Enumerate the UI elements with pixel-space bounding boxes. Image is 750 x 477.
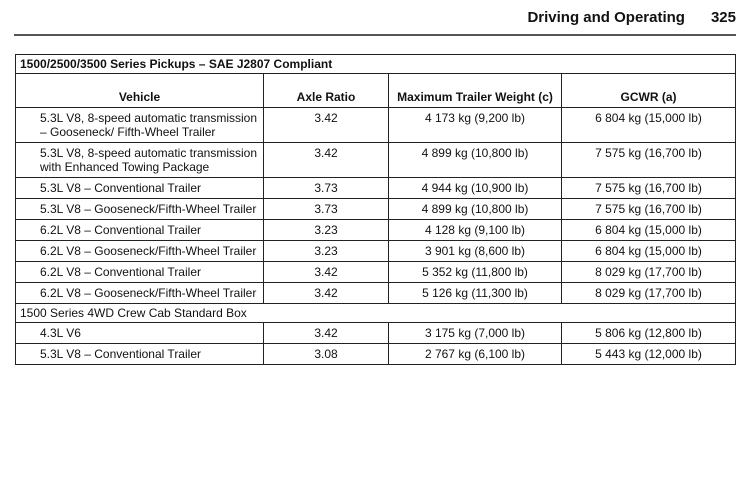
max-trailer-weight-cell: 2 767 kg (6,100 lb) bbox=[388, 343, 562, 365]
max-trailer-weight-cell: 5 352 kg (11,800 lb) bbox=[388, 261, 562, 283]
section-title: Driving and Operating bbox=[527, 9, 685, 26]
column-header-gcwr: GCWR (a) bbox=[561, 73, 736, 108]
max-trailer-weight-cell: 4 899 kg (10,800 lb) bbox=[388, 142, 562, 178]
vehicle-cell: 5.3L V8 – Conventional Trailer bbox=[15, 343, 264, 365]
table-row: 5.3L V8 – Gooseneck/Fifth-Wheel Trailer 3… bbox=[15, 198, 736, 220]
table-row: 5.3L V8, 8-speed automatic transmission … bbox=[15, 142, 736, 178]
max-trailer-weight-cell: 4 899 kg (10,800 lb) bbox=[388, 198, 562, 220]
axle-ratio-cell: 3.73 bbox=[263, 177, 389, 199]
gcwr-cell: 8 029 kg (17,700 lb) bbox=[561, 282, 736, 304]
table-body: 1500/2500/3500 Series Pickups – SAE J280… bbox=[15, 54, 736, 365]
gcwr-cell: 6 804 kg (15,000 lb) bbox=[561, 240, 736, 262]
table-row: 6.2L V8 – Conventional Trailer 3.23 4 128 … bbox=[15, 219, 736, 241]
table-row: 6.2L V8 – Gooseneck/Fifth-Wheel Trailer 3… bbox=[15, 240, 736, 262]
axle-ratio-cell: 3.08 bbox=[263, 343, 389, 365]
column-header-max-trailer-weight: Maximum Trailer Weight (c) bbox=[388, 73, 562, 108]
axle-ratio-cell: 3.42 bbox=[263, 107, 389, 143]
group-label: 1500 Series 4WD Crew Cab Standard Box bbox=[15, 303, 736, 323]
axle-ratio-cell: 3.42 bbox=[263, 282, 389, 304]
page-number: 325 bbox=[710, 9, 736, 26]
max-trailer-weight-cell: 4 944 kg (10,900 lb) bbox=[388, 177, 562, 199]
group-label-row: 1500 Series 4WD Crew Cab Standard Box bbox=[15, 303, 736, 323]
vehicle-cell: 6.2L V8 – Gooseneck/Fifth-Wheel Trailer bbox=[15, 282, 264, 304]
axle-ratio-cell: 3.73 bbox=[263, 198, 389, 220]
gcwr-cell: 6 804 kg (15,000 lb) bbox=[561, 219, 736, 241]
gcwr-cell: 7 575 kg (16,700 lb) bbox=[561, 198, 736, 220]
column-header-vehicle: Vehicle bbox=[15, 73, 264, 108]
gcwr-cell: 8 029 kg (17,700 lb) bbox=[561, 261, 736, 283]
gcwr-cell: 7 575 kg (16,700 lb) bbox=[561, 177, 736, 199]
table-row: 6.2L V8 – Gooseneck/Fifth-Wheel Trailer 3… bbox=[15, 282, 736, 304]
max-trailer-weight-cell: 4 128 kg (9,100 lb) bbox=[388, 219, 562, 241]
table-row: 5.3L V8 – Conventional Trailer 3.08 2 767 … bbox=[15, 343, 736, 365]
column-header-row: Vehicle Axle Ratio Maximum Trailer Weigh… bbox=[15, 73, 736, 108]
towing-spec-table: 1500/2500/3500 Series Pickups – SAE J280… bbox=[15, 54, 736, 365]
vehicle-cell: 6.2L V8 – Conventional Trailer bbox=[15, 261, 264, 283]
vehicle-cell: 4.3L V6 bbox=[15, 322, 264, 344]
axle-ratio-cell: 3.42 bbox=[263, 142, 389, 178]
axle-ratio-cell: 3.42 bbox=[263, 261, 389, 283]
page-header: Driving and Operating 325 bbox=[527, 9, 736, 29]
vehicle-cell: 5.3L V8 – Gooseneck/Fifth-Wheel Trailer bbox=[15, 198, 264, 220]
table-title-row: 1500/2500/3500 Series Pickups – SAE J280… bbox=[15, 54, 736, 74]
gcwr-cell: 7 575 kg (16,700 lb) bbox=[561, 142, 736, 178]
vehicle-cell: 6.2L V8 – Gooseneck/Fifth-Wheel Trailer bbox=[15, 240, 264, 262]
table-row: 6.2L V8 – Conventional Trailer 3.42 5 352 … bbox=[15, 261, 736, 283]
table-row: 5.3L V8 – Conventional Trailer 3.73 4 944 … bbox=[15, 177, 736, 199]
table-title: 1500/2500/3500 Series Pickups – SAE J280… bbox=[15, 54, 736, 74]
table-row: 4.3L V6 3.42 3 175 kg (7,000 lb) 5 806 kg (… bbox=[15, 322, 736, 344]
gcwr-cell: 5 443 kg (12,000 lb) bbox=[561, 343, 736, 365]
column-header-axle-ratio: Axle Ratio bbox=[263, 73, 389, 108]
max-trailer-weight-cell: 4 173 kg (9,200 lb) bbox=[388, 107, 562, 143]
max-trailer-weight-cell: 3 901 kg (8,600 lb) bbox=[388, 240, 562, 262]
axle-ratio-cell: 3.42 bbox=[263, 322, 389, 344]
max-trailer-weight-cell: 3 175 kg (7,000 lb) bbox=[388, 322, 562, 344]
vehicle-cell: 5.3L V8, 8-speed automatic transmission … bbox=[15, 107, 264, 143]
header-rule bbox=[14, 34, 736, 36]
axle-ratio-cell: 3.23 bbox=[263, 219, 389, 241]
gcwr-cell: 6 804 kg (15,000 lb) bbox=[561, 107, 736, 143]
table-row: 5.3L V8, 8-speed automatic transmission … bbox=[15, 107, 736, 143]
max-trailer-weight-cell: 5 126 kg (11,300 lb) bbox=[388, 282, 562, 304]
vehicle-cell: 5.3L V8 – Conventional Trailer bbox=[15, 177, 264, 199]
gcwr-cell: 5 806 kg (12,800 lb) bbox=[561, 322, 736, 344]
vehicle-cell: 5.3L V8, 8-speed automatic transmission … bbox=[15, 142, 264, 178]
axle-ratio-cell: 3.23 bbox=[263, 240, 389, 262]
vehicle-cell: 6.2L V8 – Conventional Trailer bbox=[15, 219, 264, 241]
